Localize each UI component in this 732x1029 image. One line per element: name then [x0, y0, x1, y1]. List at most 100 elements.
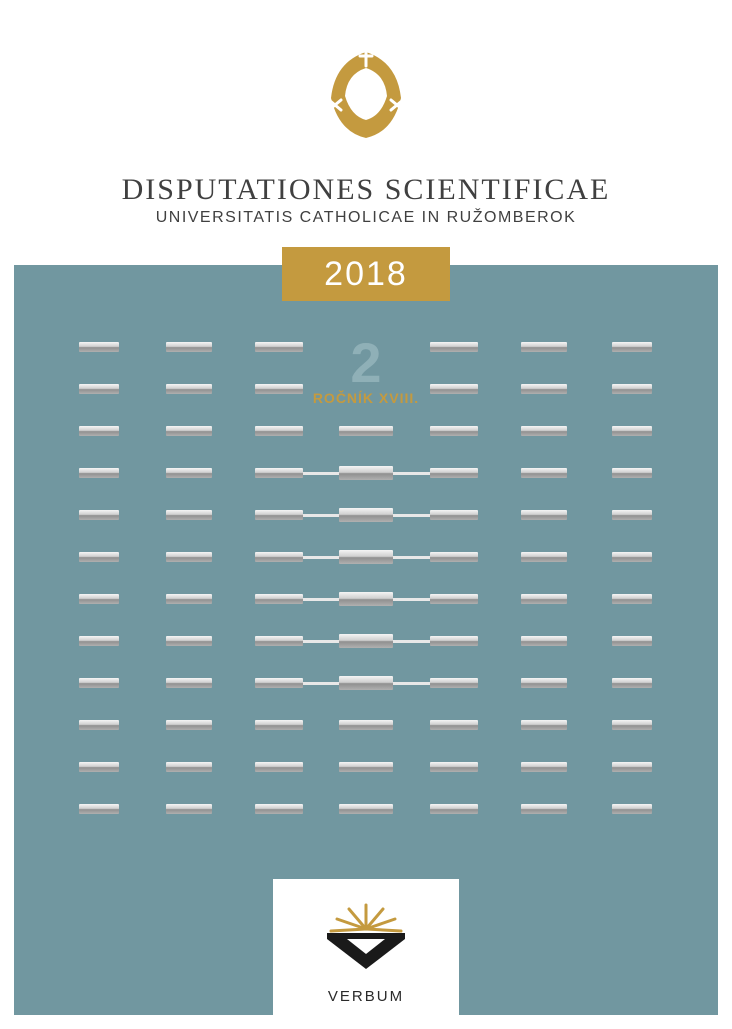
- decorative-bar: [255, 804, 303, 814]
- decorative-bar: [521, 342, 567, 352]
- decorative-bar: [166, 342, 212, 352]
- decorative-bar: [255, 384, 303, 394]
- decorative-bar: [255, 468, 303, 478]
- decorative-bar: [79, 552, 119, 562]
- decorative-bar: [612, 384, 652, 394]
- decorative-bar: [166, 594, 212, 604]
- journal-title: DISPUTATIONES SCIENTIFICAE: [0, 173, 732, 207]
- decorative-bar: [430, 552, 478, 562]
- decorative-bar: [166, 552, 212, 562]
- decorative-bar: [521, 636, 567, 646]
- decorative-bar: [612, 510, 652, 520]
- decorative-bar: [79, 468, 119, 478]
- decorative-bar: [79, 594, 119, 604]
- decorative-bar: [79, 762, 119, 772]
- decorative-bar: [339, 592, 393, 606]
- decorative-bar: [339, 466, 393, 480]
- decorative-bar: [339, 550, 393, 564]
- bar-row: [14, 594, 718, 608]
- bar-row: [14, 678, 718, 692]
- decorative-bar: [79, 636, 119, 646]
- decorative-bar: [612, 678, 652, 688]
- bar-row: [14, 510, 718, 524]
- decorative-bar: [255, 552, 303, 562]
- decorative-bar: [255, 636, 303, 646]
- decorative-bar: [166, 762, 212, 772]
- decorative-bar: [339, 426, 393, 436]
- decorative-bar: [339, 508, 393, 522]
- decorative-bar: [612, 636, 652, 646]
- issue-number: 2: [350, 330, 381, 395]
- decorative-bar: [430, 720, 478, 730]
- decorative-bar: [521, 510, 567, 520]
- decorative-bar: [612, 594, 652, 604]
- decorative-bar: [521, 720, 567, 730]
- decorative-bar: [79, 720, 119, 730]
- decorative-bar: [255, 510, 303, 520]
- decorative-bar: [521, 678, 567, 688]
- decorative-bar: [521, 552, 567, 562]
- decorative-bar: [255, 762, 303, 772]
- decorative-bar: [255, 678, 303, 688]
- journal-subtitle: UNIVERSITATIS CATHOLICAE IN RUŽOMBEROK: [0, 209, 732, 227]
- decorative-bar: [430, 804, 478, 814]
- year-badge: 2018: [282, 247, 450, 301]
- decorative-bar: [339, 634, 393, 648]
- decorative-bar: [166, 720, 212, 730]
- decorative-bar: [255, 720, 303, 730]
- verbum-logo: [321, 897, 411, 977]
- bar-row: [14, 762, 718, 776]
- bar-row: [14, 720, 718, 734]
- decorative-bar: [255, 342, 303, 352]
- decorative-bar: [521, 762, 567, 772]
- decorative-bar: [79, 342, 119, 352]
- decorative-bar: [339, 762, 393, 772]
- university-logo: [311, 40, 421, 155]
- decorative-bar: [612, 468, 652, 478]
- decorative-bar: [430, 594, 478, 604]
- decorative-bar: [612, 342, 652, 352]
- header-white-area: DISPUTATIONES SCIENTIFICAE UNIVERSITATIS…: [0, 0, 732, 265]
- decorative-bar: [521, 426, 567, 436]
- decorative-bar: [430, 678, 478, 688]
- decorative-bar: [255, 594, 303, 604]
- decorative-bar: [166, 636, 212, 646]
- decorative-bar: [612, 426, 652, 436]
- bar-row: [14, 636, 718, 650]
- decorative-bar: [612, 552, 652, 562]
- decorative-bars-grid: [14, 342, 718, 882]
- decorative-bar: [166, 426, 212, 436]
- decorative-bar: [166, 468, 212, 478]
- decorative-bar: [521, 468, 567, 478]
- decorative-bar: [612, 762, 652, 772]
- decorative-bar: [166, 678, 212, 688]
- bar-row: [14, 426, 718, 440]
- bar-row: [14, 804, 718, 818]
- decorative-bar: [79, 678, 119, 688]
- decorative-bar: [79, 510, 119, 520]
- decorative-bar: [79, 384, 119, 394]
- decorative-bar: [430, 342, 478, 352]
- decorative-bar: [79, 804, 119, 814]
- decorative-bar: [430, 384, 478, 394]
- decorative-bar: [430, 468, 478, 478]
- decorative-bar: [430, 510, 478, 520]
- decorative-bar: [430, 636, 478, 646]
- decorative-bar: [430, 426, 478, 436]
- decorative-bar: [521, 804, 567, 814]
- decorative-bar: [339, 676, 393, 690]
- decorative-bar: [255, 426, 303, 436]
- decorative-bar: [612, 804, 652, 814]
- decorative-bar: [430, 762, 478, 772]
- decorative-bar: [79, 426, 119, 436]
- publisher-panel: VERBUM: [273, 879, 459, 1015]
- decorative-bar: [339, 804, 393, 814]
- decorative-bar: [521, 384, 567, 394]
- bar-row: [14, 552, 718, 566]
- volume-label: ROČNÍK XVIII.: [313, 390, 419, 406]
- decorative-bar: [166, 804, 212, 814]
- publisher-name: VERBUM: [273, 988, 459, 1005]
- decorative-bar: [166, 384, 212, 394]
- decorative-bar: [612, 720, 652, 730]
- decorative-bar: [166, 510, 212, 520]
